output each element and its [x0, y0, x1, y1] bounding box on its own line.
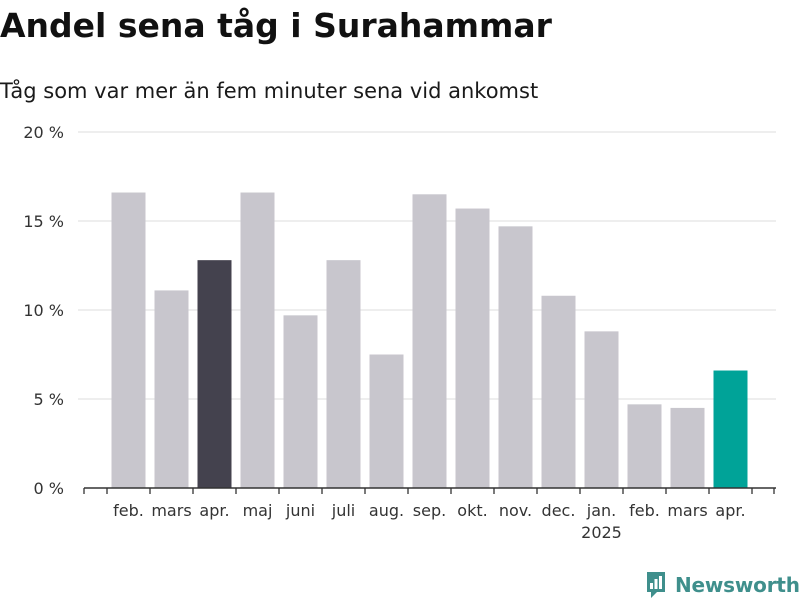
x-tick-label: apr. [199, 501, 229, 520]
bar-12 [627, 404, 662, 488]
x-tick-label: aug. [369, 501, 404, 520]
y-tick-label: 5 % [34, 390, 64, 409]
x-tick-label: feb. [629, 501, 660, 520]
bar-10 [541, 295, 576, 488]
bar-2 [197, 260, 232, 488]
brand-name: Newsworthy [675, 573, 800, 597]
x-tick-label: feb. [113, 501, 144, 520]
y-tick-label: 20 % [23, 123, 64, 142]
y-tick-label: 0 % [34, 479, 64, 498]
x-tick-sublabel: 2025 [581, 523, 622, 542]
x-tick-label: sep. [413, 501, 446, 520]
bar-4 [283, 315, 318, 488]
chart-title: Andel sena tåg i Surahammar [0, 6, 552, 45]
y-tick-label: 10 % [23, 301, 64, 320]
brand-logo: Newsworthy [645, 568, 800, 602]
x-tick-label: mars [667, 501, 707, 520]
bar-5 [326, 260, 361, 488]
x-tick-label: jan. [586, 501, 616, 520]
bar-7 [412, 194, 447, 489]
bar-3 [240, 192, 275, 488]
x-tick-label: okt. [457, 501, 487, 520]
y-axis-tick-labels: 0 % 5 % 10 % 15 % 20 % [23, 123, 64, 498]
x-axis-tick-labels: feb. mars apr. maj juni juli aug. sep. okt. nov. d… [113, 501, 745, 542]
bar-14 [713, 370, 748, 488]
bar-11 [584, 331, 619, 488]
newsworthy-logo-icon [647, 572, 665, 598]
x-tick-label: dec. [542, 501, 576, 520]
x-tick-label: apr. [715, 501, 745, 520]
bar-0 [111, 192, 146, 488]
bar-6 [369, 354, 404, 488]
x-tick-label: maj [243, 501, 273, 520]
x-axis [83, 487, 776, 494]
bar-13 [670, 407, 705, 488]
bars [111, 192, 748, 489]
bar-9 [498, 226, 533, 488]
bar-8 [455, 208, 490, 489]
chart-subtitle: Tåg som var mer än fem minuter sena vid … [0, 79, 539, 103]
x-tick-label: nov. [499, 501, 532, 520]
bar-1 [154, 290, 189, 488]
y-tick-label: 15 % [23, 212, 64, 231]
x-tick-label: mars [151, 501, 191, 520]
x-tick-label: juni [285, 501, 315, 520]
x-tick-label: juli [331, 501, 355, 520]
